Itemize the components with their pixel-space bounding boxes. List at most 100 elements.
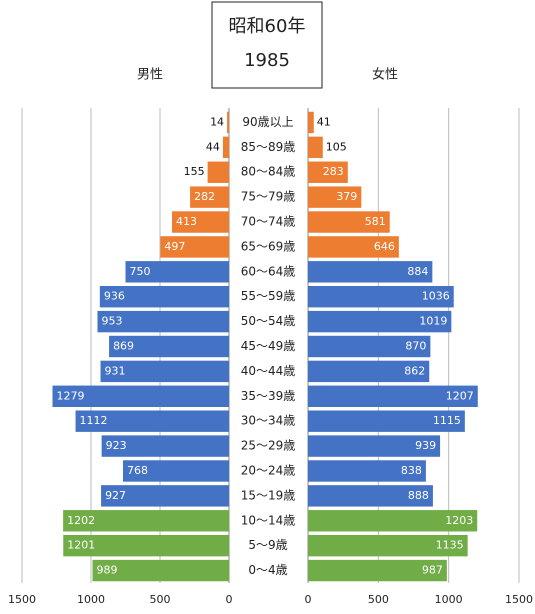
bar — [63, 510, 230, 532]
bar — [207, 161, 229, 183]
bar — [308, 335, 431, 358]
category-label: 50～54歳 — [241, 314, 296, 328]
data-label: 105 — [326, 140, 347, 153]
data-label: 283 — [323, 165, 344, 178]
bar — [308, 485, 433, 507]
category-label: 90歳以上 — [242, 115, 293, 129]
data-label: 923 — [106, 439, 127, 452]
category-label: 45～49歳 — [241, 339, 296, 353]
bar — [172, 211, 229, 233]
data-label: 989 — [97, 564, 118, 577]
x-tick-label: 500 — [368, 593, 389, 606]
bar — [99, 286, 229, 308]
x-tick-label: 1500 — [8, 593, 36, 606]
data-label: 939 — [415, 439, 436, 452]
data-label: 44 — [206, 140, 220, 153]
bar — [52, 385, 229, 407]
bar — [92, 559, 229, 582]
data-label: 379 — [336, 190, 357, 203]
title-box — [211, 1, 323, 89]
category-label: 35～39歳 — [241, 389, 296, 403]
data-label: 646 — [374, 240, 395, 253]
data-label: 497 — [164, 240, 185, 253]
category-label: 80～84歳 — [241, 165, 296, 179]
data-label: 1203 — [445, 514, 473, 527]
bar — [227, 111, 229, 134]
category-label: 5～9歳 — [248, 538, 287, 552]
chart-subtitle: 1985 — [244, 50, 290, 71]
panel-label: 男性 — [137, 68, 163, 83]
data-label: 1207 — [446, 389, 474, 402]
chart-title: 昭和60年 — [229, 16, 306, 37]
bar — [308, 460, 426, 482]
category-label: 55～59歳 — [241, 289, 296, 303]
bar — [308, 211, 390, 233]
data-label: 927 — [105, 489, 126, 502]
x-tick-label: 500 — [150, 593, 171, 606]
data-label: 1135 — [436, 539, 464, 552]
bar — [308, 435, 441, 457]
data-label: 931 — [105, 364, 126, 377]
category-label: 60～64歳 — [241, 264, 296, 278]
x-tick-label: 1500 — [505, 593, 533, 606]
data-label: 1202 — [67, 514, 95, 527]
category-label: 70～74歳 — [241, 215, 296, 229]
bar — [101, 435, 229, 457]
bar — [308, 510, 478, 532]
data-label: 413 — [176, 215, 197, 228]
bar — [308, 161, 348, 183]
bar — [75, 410, 229, 432]
category-label: 30～34歳 — [241, 414, 296, 428]
data-label: 1279 — [56, 389, 84, 402]
data-label: 862 — [404, 364, 425, 377]
bar — [160, 236, 229, 258]
x-tick-label: 0 — [305, 593, 312, 606]
data-label: 155 — [184, 165, 205, 178]
bar — [308, 286, 454, 308]
category-label: 10～14歳 — [241, 513, 296, 527]
data-label: 41 — [317, 115, 331, 128]
data-label: 1019 — [419, 315, 447, 328]
bar — [109, 335, 229, 358]
x-tick-label: 1000 — [435, 593, 463, 606]
bar — [308, 236, 399, 258]
category-label: 65～69歳 — [241, 239, 296, 253]
bar — [190, 186, 229, 208]
data-label: 838 — [401, 464, 422, 477]
bar — [97, 310, 230, 333]
data-label: 870 — [405, 340, 426, 353]
bar — [222, 136, 229, 159]
bar — [308, 261, 433, 283]
bar — [308, 186, 362, 208]
data-label: 987 — [422, 564, 443, 577]
bar — [308, 559, 447, 582]
data-label: 884 — [407, 265, 428, 278]
category-label: 20～24歳 — [241, 463, 296, 477]
bar — [308, 410, 465, 432]
data-label: 1112 — [80, 414, 108, 427]
data-label: 1036 — [422, 290, 450, 303]
data-label: 282 — [194, 190, 215, 203]
category-label: 75～79歳 — [241, 190, 296, 204]
bar — [308, 310, 452, 333]
data-label: 14 — [210, 115, 224, 128]
data-label: 869 — [113, 340, 134, 353]
bar — [100, 360, 229, 383]
data-label: 953 — [101, 315, 122, 328]
category-label: 25～29歳 — [241, 439, 296, 453]
bar — [308, 534, 468, 557]
category-label: 15～19歳 — [241, 488, 296, 502]
bar — [63, 534, 230, 557]
data-label: 936 — [104, 290, 125, 303]
bar — [101, 485, 229, 507]
bar — [123, 460, 229, 482]
bar — [125, 261, 229, 283]
x-tick-label: 0 — [226, 593, 233, 606]
bar — [308, 385, 478, 407]
data-label: 888 — [408, 489, 429, 502]
category-label: 0～4歳 — [248, 563, 287, 577]
category-label: 85～89歳 — [241, 140, 296, 154]
panel-label: 女性 — [372, 67, 398, 83]
bar — [308, 136, 323, 159]
